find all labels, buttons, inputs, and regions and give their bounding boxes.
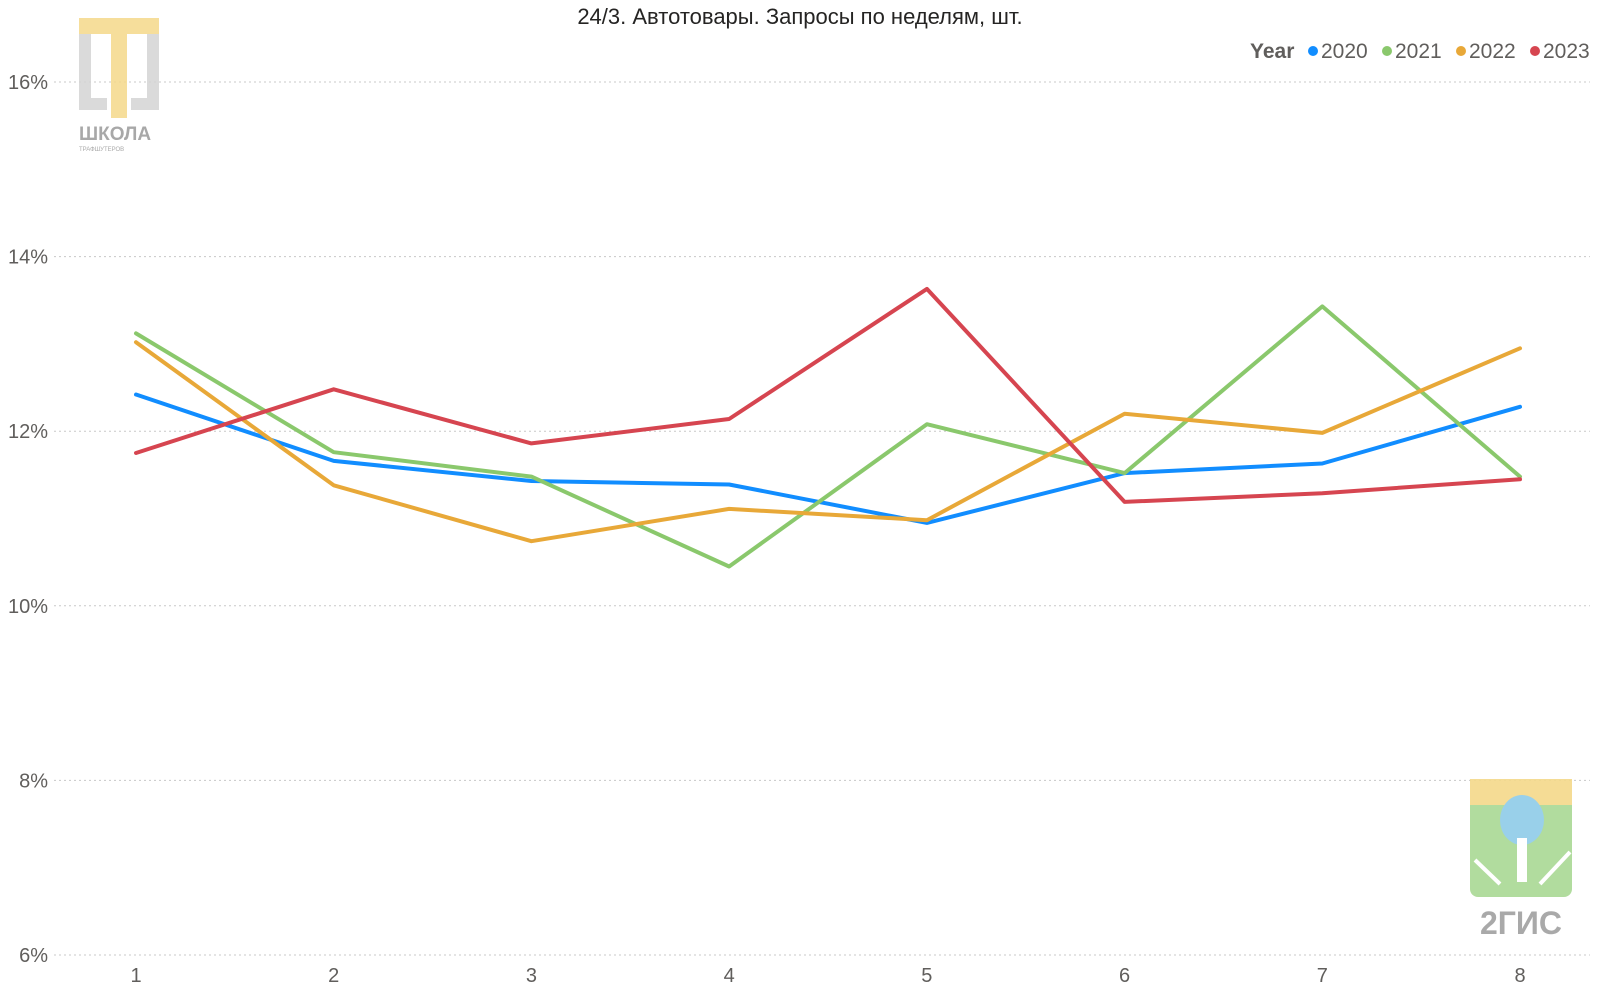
legend-item-2022[interactable]: 2022: [1456, 40, 1516, 63]
y-tick-label: 12%: [8, 421, 48, 443]
x-tick-label: 2: [328, 965, 339, 987]
gridlines: [54, 81, 1590, 956]
legend-item-2020[interactable]: 2020: [1308, 40, 1368, 63]
x-tick-label: 8: [1514, 965, 1525, 987]
y-tick-label: 6%: [19, 945, 48, 967]
y-axis-ticks: 6% 8% 10% 12% 14% 16%: [8, 72, 48, 967]
legend-label: 2020: [1321, 40, 1368, 63]
x-tick-label: 7: [1317, 965, 1328, 987]
legend-item-2023[interactable]: 2023: [1530, 40, 1590, 63]
x-tick-label: 6: [1119, 965, 1130, 987]
x-tick-label: 4: [724, 965, 735, 987]
gis-logo: 2ГИС: [1470, 779, 1572, 941]
chart-title: 24/3. Автотовары. Запросы по неделям, шт…: [577, 4, 1022, 29]
y-tick-label: 8%: [19, 770, 48, 792]
x-axis-ticks: 1 2 3 4 5 6 7 8: [130, 965, 1525, 987]
legend-label: 2023: [1543, 40, 1590, 63]
legend-label: 2022: [1469, 40, 1516, 63]
x-tick-label: 3: [526, 965, 537, 987]
school-logo-subtext: ТРАФШУТЕРОВ: [79, 147, 124, 153]
x-tick-label: 1: [130, 965, 141, 987]
series-line-2022: [134, 340, 1522, 544]
legend-marker: [1308, 46, 1318, 56]
series-line-2023: [134, 286, 1522, 504]
gis-logo-text: 2ГИС: [1480, 905, 1562, 941]
legend-label: 2021: [1395, 40, 1442, 63]
legend-marker: [1530, 46, 1540, 56]
x-tick-label: 5: [921, 965, 932, 987]
y-tick-label: 16%: [8, 72, 48, 94]
series-line-2020: [134, 392, 1522, 525]
legend-item-2021[interactable]: 2021: [1382, 40, 1442, 63]
school-logo-text: ШКОЛА: [79, 124, 151, 145]
series-line-2021: [134, 304, 1522, 569]
series-lines: [134, 286, 1522, 569]
legend-title: Year: [1250, 40, 1294, 63]
y-tick-label: 10%: [8, 596, 48, 618]
legend[interactable]: Year 2020 2021 2022 2023: [1250, 40, 1590, 63]
y-tick-label: 14%: [8, 247, 48, 269]
school-logo: ШКОЛА ТРАФШУТЕРОВ: [79, 18, 159, 153]
legend-marker: [1382, 46, 1392, 56]
legend-marker: [1456, 46, 1466, 56]
